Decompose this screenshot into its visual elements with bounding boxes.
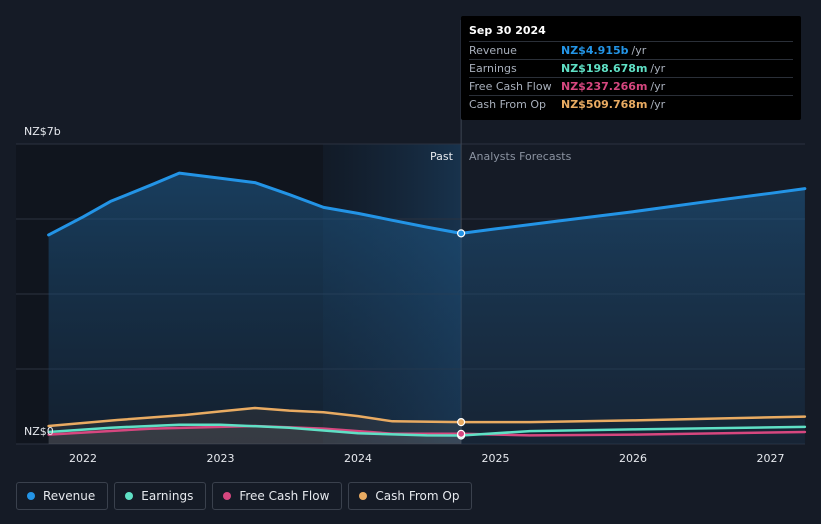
tooltip-label: Revenue (469, 44, 517, 57)
forecast-label: Analysts Forecasts (469, 150, 572, 163)
tooltip-value: NZ$237.266m (561, 80, 648, 93)
tooltip-row-earnings: Earnings NZ$198.678m /yr (469, 59, 793, 77)
series-line-revenue (47, 171, 807, 237)
legend-label: Cash From Op (375, 489, 460, 503)
tooltip-unit: /yr (650, 62, 666, 75)
x-tick-label: 2026 (619, 452, 647, 465)
highlight-point-cash-from-op (457, 418, 466, 427)
legend-item-free-cash-flow[interactable]: Free Cash Flow (212, 482, 343, 510)
legend-item-revenue[interactable]: Revenue (16, 482, 109, 510)
legend-dot-icon (359, 492, 368, 500)
tooltip-value: NZ$4.915b (561, 44, 629, 57)
x-tick-label: 2027 (757, 452, 785, 465)
legend: Revenue Earnings Free Cash Flow Cash Fro… (16, 482, 473, 510)
tooltip-unit: /yr (631, 44, 647, 57)
x-tick-label: 2025 (482, 452, 510, 465)
legend-item-cash-from-op[interactable]: Cash From Op (348, 482, 473, 510)
tooltip-value: NZ$509.768m (561, 98, 648, 111)
legend-label: Earnings (141, 489, 194, 503)
tooltip-row-revenue: Revenue NZ$4.915b /yr (469, 41, 793, 59)
tooltip-unit: /yr (650, 98, 666, 111)
past-label: Past (430, 150, 453, 163)
x-tick-label: 2022 (69, 452, 97, 465)
highlight-point-revenue (457, 229, 466, 238)
legend-dot-icon (125, 492, 134, 500)
tooltip-value: NZ$198.678m (561, 62, 648, 75)
y-axis-top-label: NZ$7b (24, 125, 61, 138)
series-line-earnings (47, 423, 807, 437)
highlight-point-free-cash-flow (457, 429, 466, 438)
revenue-area (48, 173, 805, 444)
tooltip-row-cash-from-op: Cash From Op NZ$509.768m /yr (469, 95, 793, 113)
y-axis-bottom-label: NZ$0 (24, 425, 54, 438)
x-tick-label: 2024 (344, 452, 372, 465)
tooltip-label: Earnings (469, 62, 517, 75)
legend-dot-icon (223, 492, 232, 500)
tooltip-date: Sep 30 2024 (469, 24, 546, 37)
legend-label: Revenue (43, 489, 96, 503)
series-area-free-cash-flow (48, 426, 462, 444)
tooltip-unit: /yr (650, 80, 666, 93)
series-line-free-cash-flow (47, 424, 807, 437)
tooltip-label: Free Cash Flow (469, 80, 552, 93)
legend-label: Free Cash Flow (239, 489, 330, 503)
legend-dot-icon (27, 492, 35, 500)
chart-area: 2022 2023 2024 2025 2026 2027 (16, 20, 807, 465)
x-tick-label: 2023 (207, 452, 235, 465)
tooltip-row-free-cash-flow: Free Cash Flow NZ$237.266m /yr (469, 77, 793, 95)
data-tooltip: Sep 30 2024 Revenue NZ$4.915b /yr Earnin… (461, 16, 801, 120)
series-line-cash-from-op (47, 406, 807, 428)
tooltip-label: Cash From Op (469, 98, 547, 111)
legend-item-earnings[interactable]: Earnings (114, 482, 207, 510)
